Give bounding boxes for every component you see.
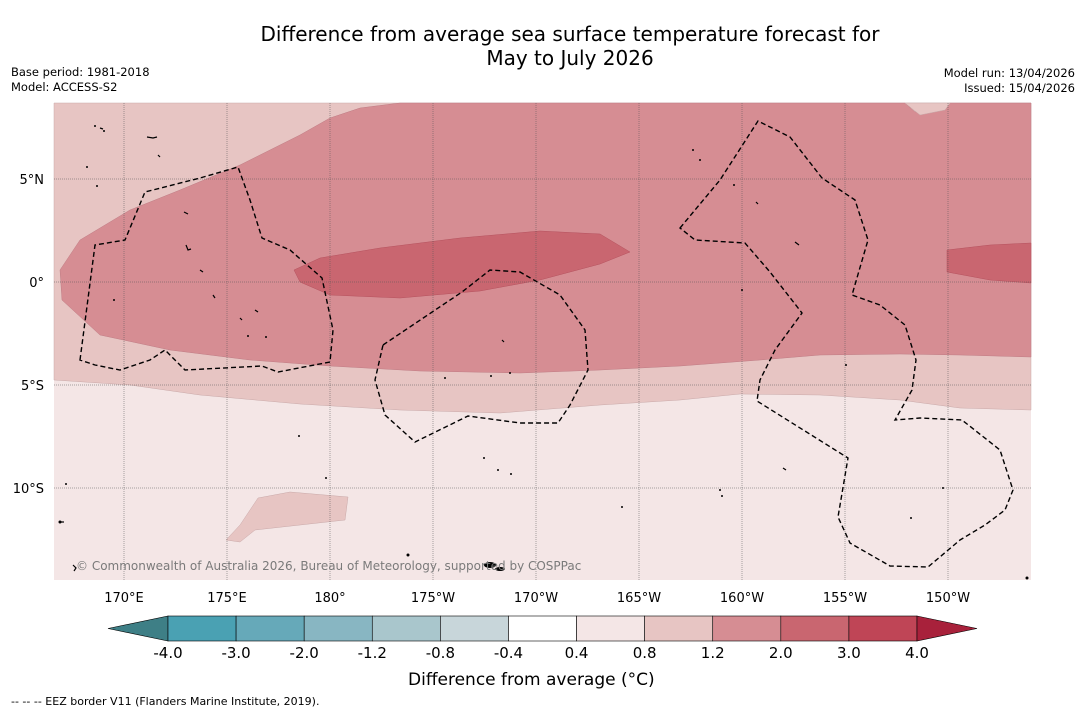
lon-label-180: 180° bbox=[314, 591, 345, 606]
colorbar-tick-label: -0.8 bbox=[426, 644, 455, 662]
eez-borders bbox=[79, 120, 1014, 568]
colorbar-tick-label: -3.0 bbox=[221, 644, 250, 662]
anomaly-band-2.0-3.0-east bbox=[946, 242, 1032, 284]
lon-label-175w: 175°W bbox=[411, 591, 455, 606]
colorbar-label: Difference from average (°C) bbox=[408, 670, 655, 690]
lat-label-5s: 5°S bbox=[21, 379, 44, 394]
colorbar-tick-label: 0.8 bbox=[633, 644, 657, 662]
graticule bbox=[54, 103, 1031, 580]
longitude-labels: 170°E 175°E 180° 175°W 170°W 165°W 160°W… bbox=[104, 591, 970, 606]
title-line-2: May to July 2026 bbox=[486, 46, 654, 70]
lat-label-0: 0° bbox=[29, 276, 44, 291]
anomaly-band-0.8-1.2-patch bbox=[225, 491, 349, 543]
issued-date: Issued: 15/04/2026 bbox=[964, 81, 1075, 95]
title-line-1: Difference from average sea surface temp… bbox=[260, 22, 880, 46]
eez-border-phoenix bbox=[374, 269, 589, 443]
anomaly-band-0.8-1.2-corner bbox=[904, 102, 951, 116]
lon-label-170e: 170°E bbox=[104, 591, 144, 606]
lon-label-160w: 160°W bbox=[720, 591, 764, 606]
model-run-date: Model run: 13/04/2026 bbox=[943, 66, 1075, 80]
colorbar-segment bbox=[235, 615, 305, 642]
island-fills bbox=[58, 125, 1029, 580]
eez-legend: -- -- -- EEZ border V11 (Flanders Marine… bbox=[11, 695, 320, 708]
colorbar-tick-label: -2.0 bbox=[290, 644, 319, 662]
colorbar-tick-label: 1.2 bbox=[701, 644, 725, 662]
base-period: Base period: 1981-2018 bbox=[11, 65, 150, 79]
islands bbox=[60, 127, 800, 572]
model-name: Model: ACCESS-S2 bbox=[11, 80, 118, 94]
eez-border-line-islands bbox=[679, 120, 1014, 568]
meta-right: Model run: 13/04/2026 Issued: 15/04/2026 bbox=[944, 66, 1075, 96]
colorbar-segment bbox=[848, 615, 918, 642]
colorbar-tick-label: 0.4 bbox=[565, 644, 589, 662]
colorbar-segment bbox=[167, 615, 237, 642]
lon-label-165w: 165°W bbox=[617, 591, 661, 606]
lon-label-170w: 170°W bbox=[514, 591, 558, 606]
colorbar-segment bbox=[712, 615, 782, 642]
colorbar-extend-high bbox=[916, 615, 978, 642]
colorbar-segment bbox=[303, 615, 373, 642]
colorbar-segment bbox=[780, 615, 850, 642]
colorbar: -4.0 -3.0 -2.0 -1.2 -0.8 -0.4 0.4 0.8 1.2 2.0 3.0 4… bbox=[107, 615, 978, 662]
map-panel: © Commonwealth of Australia 2026, Bureau… bbox=[53, 102, 1032, 580]
colorbar-segment bbox=[644, 615, 714, 642]
meta-left: Base period: 1981-2018 Model: ACCESS-S2 bbox=[11, 65, 150, 95]
colorbar-segment bbox=[440, 615, 509, 642]
colorbar-tick-label: 3.0 bbox=[837, 644, 861, 662]
colorbar-tick-label: -1.2 bbox=[358, 644, 387, 662]
colorbar-segment bbox=[371, 615, 441, 642]
lon-label-175e: 175°E bbox=[207, 591, 247, 606]
colorbar-tick-label: -0.4 bbox=[494, 644, 523, 662]
colorbar-tick-label: 4.0 bbox=[905, 644, 929, 662]
copyright-watermark: © Commonwealth of Australia 2026, Bureau… bbox=[76, 559, 581, 573]
colorbar-tick-label: -4.0 bbox=[153, 644, 182, 662]
colorbar-extend-low bbox=[107, 615, 169, 642]
colorbar-segment bbox=[508, 615, 577, 642]
lon-label-150w: 150°W bbox=[926, 591, 970, 606]
colorbar-segment bbox=[576, 615, 645, 642]
anomaly-band-2.0-3.0 bbox=[293, 230, 631, 299]
lat-label-5n: 5°N bbox=[20, 173, 45, 188]
lon-label-155w: 155°W bbox=[823, 591, 867, 606]
latitude-labels: 5°N 0° 5°S 10°S bbox=[13, 173, 44, 497]
colorbar-tick-label: 2.0 bbox=[769, 644, 793, 662]
lat-label-10s: 10°S bbox=[13, 482, 44, 497]
chart-title: Difference from average sea surface temp… bbox=[0, 22, 1085, 70]
